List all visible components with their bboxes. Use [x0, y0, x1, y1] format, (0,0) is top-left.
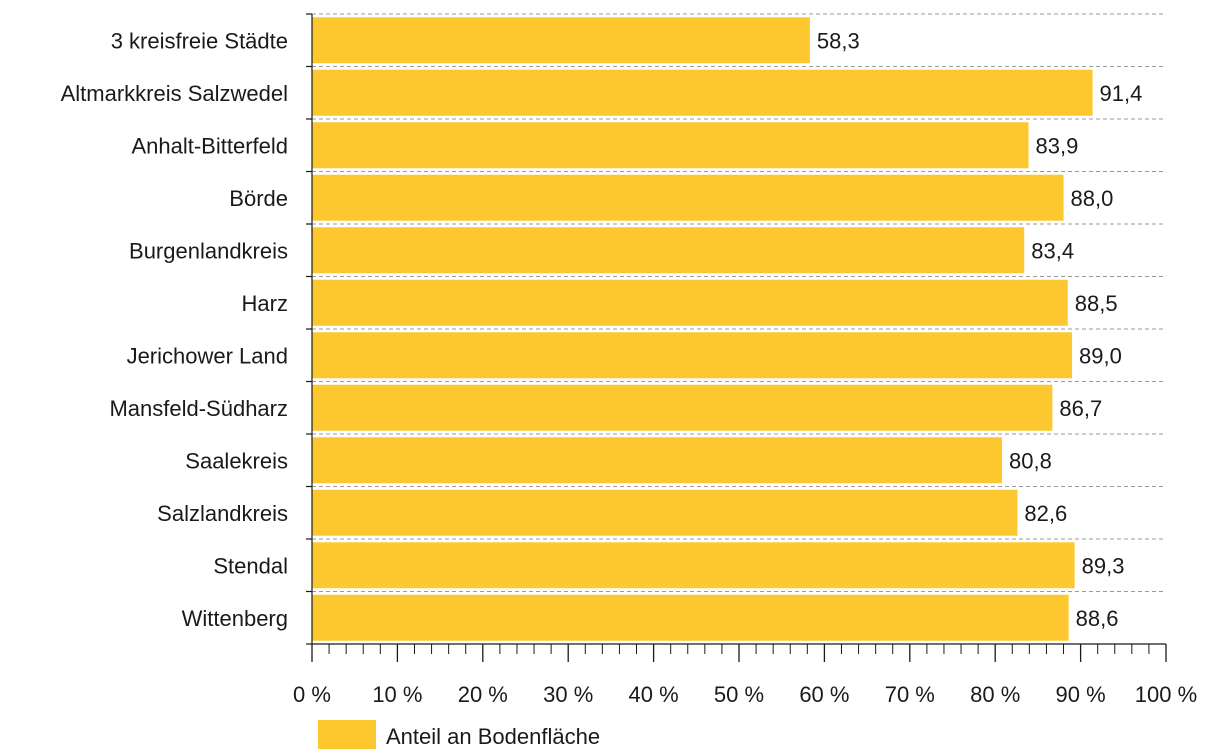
- category-label: 3 kreisfreie Städte: [111, 28, 288, 53]
- bar: [312, 384, 1053, 431]
- x-tick-label: 20 %: [458, 682, 508, 707]
- value-label: 89,3: [1082, 553, 1125, 578]
- category-label: Harz: [242, 291, 288, 316]
- value-label: 83,9: [1036, 133, 1079, 158]
- legend: Anteil an Bodenfläche: [318, 720, 600, 749]
- legend-label: Anteil an Bodenfläche: [386, 724, 600, 749]
- bar: [312, 174, 1064, 221]
- value-label: 88,0: [1071, 186, 1114, 211]
- category-label: Mansfeld-Südharz: [109, 396, 288, 421]
- bar: [312, 122, 1029, 169]
- value-label: 58,3: [817, 28, 860, 53]
- bar: [312, 489, 1018, 536]
- x-tick-labels: 0 % 10 % 20 % 30 % 40 % 50 % 60 % 70 % 80 % 90 % 1…: [293, 682, 1197, 707]
- bar: [312, 437, 1003, 484]
- category-label: Jerichower Land: [127, 343, 288, 368]
- x-tick-label: 100 %: [1135, 682, 1197, 707]
- value-label: 80,8: [1009, 448, 1052, 473]
- value-label: 89,0: [1079, 343, 1122, 368]
- bar: [312, 542, 1075, 589]
- value-label: 88,5: [1075, 291, 1118, 316]
- value-label: 82,6: [1024, 501, 1067, 526]
- value-label: 83,4: [1031, 238, 1074, 263]
- x-tick-label: 0 %: [293, 682, 331, 707]
- x-tick-label: 70 %: [885, 682, 935, 707]
- category-label: Saalekreis: [185, 448, 288, 473]
- category-label: Anhalt-Bitterfeld: [131, 133, 288, 158]
- x-tick-label: 30 %: [543, 682, 593, 707]
- bar: [312, 279, 1068, 326]
- bar: [312, 594, 1069, 641]
- axes: [306, 13, 1167, 662]
- x-tick-label: 50 %: [714, 682, 764, 707]
- x-tick-label: 40 %: [629, 682, 679, 707]
- category-label: Stendal: [213, 553, 288, 578]
- x-tick-label: 80 %: [970, 682, 1020, 707]
- bars: [312, 17, 1093, 641]
- bar: [312, 69, 1093, 116]
- value-labels: 58,3 91,4 83,9 88,0 83,4 88,5 89,0 86,7 80,8 82,6…: [817, 28, 1143, 631]
- value-label: 86,7: [1059, 396, 1102, 421]
- category-labels: 3 kreisfreie Städte Altmarkkreis Salzwede…: [61, 28, 288, 631]
- bar: [312, 332, 1073, 379]
- category-label: Salzlandkreis: [157, 501, 288, 526]
- x-tick-label: 60 %: [799, 682, 849, 707]
- value-label: 88,6: [1076, 606, 1119, 631]
- legend-swatch: [318, 720, 376, 749]
- value-label: 91,4: [1100, 81, 1143, 106]
- bar: [312, 227, 1025, 274]
- category-label: Börde: [229, 186, 288, 211]
- bar: [312, 17, 810, 64]
- category-label: Altmarkkreis Salzwedel: [61, 81, 288, 106]
- x-tick-label: 90 %: [1056, 682, 1106, 707]
- category-label: Wittenberg: [182, 606, 288, 631]
- category-label: Burgenlandkreis: [129, 238, 288, 263]
- x-tick-label: 10 %: [372, 682, 422, 707]
